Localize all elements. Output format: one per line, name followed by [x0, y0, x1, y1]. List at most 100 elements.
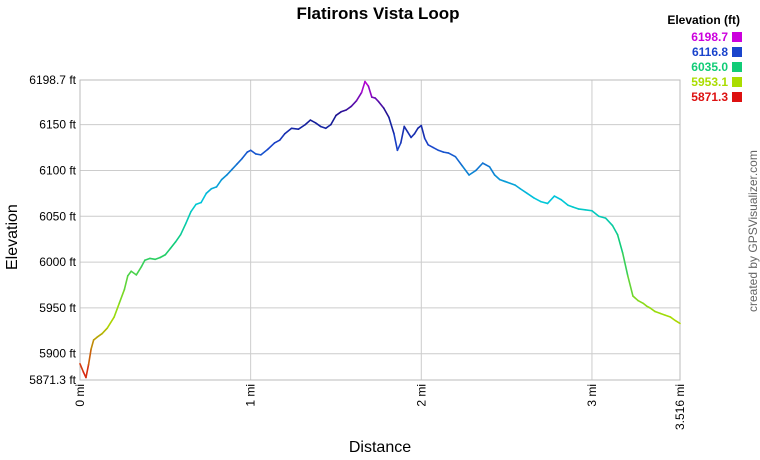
elevation-line-segment: [514, 184, 522, 190]
elevation-line-segment: [611, 224, 619, 236]
credit-text: created by GPSVisualizer.com: [746, 150, 760, 312]
elevation-line-segment: [278, 132, 286, 142]
elevation-line-segment: [140, 259, 146, 268]
elevation-line-segment: [396, 142, 402, 152]
elevation-line-segment: [437, 149, 445, 153]
legend-title: Elevation (ft): [667, 13, 740, 27]
elevation-line-segment: [297, 123, 307, 131]
elevation-line-segment: [488, 165, 496, 176]
x-tick-label: 2 mi: [414, 384, 428, 407]
elevation-line-segment: [626, 275, 634, 297]
y-tick-label: 6150 ft: [39, 118, 76, 132]
legend-entry: 6035.0: [667, 59, 742, 74]
elevation-line-segment: [374, 97, 380, 103]
elevation-line-segment: [410, 132, 416, 139]
elevation-line-segment: [79, 362, 85, 373]
elevation-line-segment: [553, 195, 563, 201]
elevation-line-segment: [427, 143, 435, 149]
legend-swatch: [732, 76, 742, 87]
legend-label: 6198.7: [691, 29, 728, 44]
elevation-line-segment: [654, 310, 662, 315]
elevation-line-segment: [85, 363, 90, 379]
x-tick-label: 3 mi: [585, 384, 599, 407]
elevation-line-segment: [423, 137, 429, 146]
elevation-line-segment: [367, 85, 373, 98]
elevation-line-segment: [174, 233, 182, 243]
elevation-line-segment: [432, 146, 440, 152]
x-tick-label: 3.516 mi: [673, 384, 687, 430]
elevation-line-segment: [498, 178, 506, 183]
elevation-line-segment: [290, 127, 300, 131]
legend-entry: 5871.3: [667, 89, 742, 104]
y-tick-label: 5871.3 ft: [29, 373, 76, 387]
elevation-line-segment: [330, 114, 337, 126]
elevation-line-segment: [493, 174, 501, 181]
legend-label: 6116.8: [691, 44, 728, 59]
elevation-line-segment: [210, 186, 218, 190]
elevation-line-segment: [260, 148, 269, 156]
elevation-line-segment: [149, 257, 156, 261]
elevation-line-segment: [604, 217, 614, 227]
elevation-line-segment: [190, 203, 197, 213]
elevation-line-segment: [526, 192, 535, 199]
elevation-line-segment: [87, 348, 92, 366]
elevation-line-segment: [393, 132, 399, 152]
legend-swatch: [732, 91, 742, 102]
elevation-line-segment: [454, 155, 464, 167]
elevation-line-segment: [546, 195, 556, 205]
plot-frame: [79, 79, 681, 381]
elevation-line-segment: [335, 110, 342, 117]
elevation-line-segment: [231, 163, 238, 171]
legend-swatch: [732, 46, 742, 57]
elevation-line-segment: [126, 270, 132, 277]
elevation-line-segment: [468, 169, 477, 176]
elevation-line-segment: [400, 125, 406, 144]
elevation-line-segment: [154, 256, 162, 261]
elevation-line-segment: [674, 319, 681, 325]
legend-swatch: [732, 31, 742, 42]
elevation-line-segment: [597, 215, 607, 219]
elevation-line-segment: [616, 233, 624, 254]
elevation-line-segment: [118, 288, 126, 305]
elevation-line-segment: [266, 142, 276, 151]
elevation-line-segment: [113, 302, 121, 318]
elevation-line-segment: [577, 208, 586, 211]
elevation-line-segment: [273, 139, 281, 144]
elevation-line-segment: [159, 253, 167, 259]
y-tick-label: 5900 ft: [39, 347, 76, 361]
y-tick-label: 5950 ft: [39, 301, 76, 315]
elevation-line-segment: [420, 124, 426, 140]
elevation-line-segment: [649, 307, 656, 313]
elevation-line-segment: [461, 165, 470, 176]
chart-title: Flatirons Vista Loop: [296, 4, 460, 23]
elevation-line-segment: [319, 125, 327, 130]
elevation-line-segment: [355, 91, 363, 102]
elevation-line-segment: [96, 332, 103, 339]
y-tick-label: 6100 ft: [39, 163, 76, 177]
elevation-line-segment: [591, 209, 600, 218]
elevation-line-segment: [406, 131, 412, 139]
elevation-line-segment: [215, 178, 223, 188]
legend-entry: 5953.1: [667, 74, 742, 89]
elevation-line-segment: [509, 182, 516, 186]
elevation-line-segment: [572, 206, 580, 210]
elevation-line-segment: [130, 270, 138, 276]
elevation-line-segment: [364, 80, 370, 87]
elevation-line-segment: [377, 100, 385, 109]
elevation-line-segment: [475, 162, 484, 172]
elevation-line-segment: [345, 105, 353, 111]
elevation-line-segment: [236, 157, 243, 165]
elevation-line-segment: [664, 314, 672, 318]
elevation-line-segment: [304, 119, 312, 126]
elevation-line-segment: [101, 327, 109, 335]
elevation-line-segment: [195, 201, 202, 206]
elevation-line-segment: [169, 241, 177, 250]
x-axis-label: Distance: [348, 439, 412, 456]
legend-label: 5871.3: [691, 89, 728, 104]
elevation-line-segment: [200, 192, 208, 204]
x-tick-label: 0 mi: [73, 384, 87, 407]
elevation-line-segment: [669, 316, 677, 322]
elevation-line-segment: [632, 295, 639, 302]
elevation-line-segment: [481, 162, 491, 168]
